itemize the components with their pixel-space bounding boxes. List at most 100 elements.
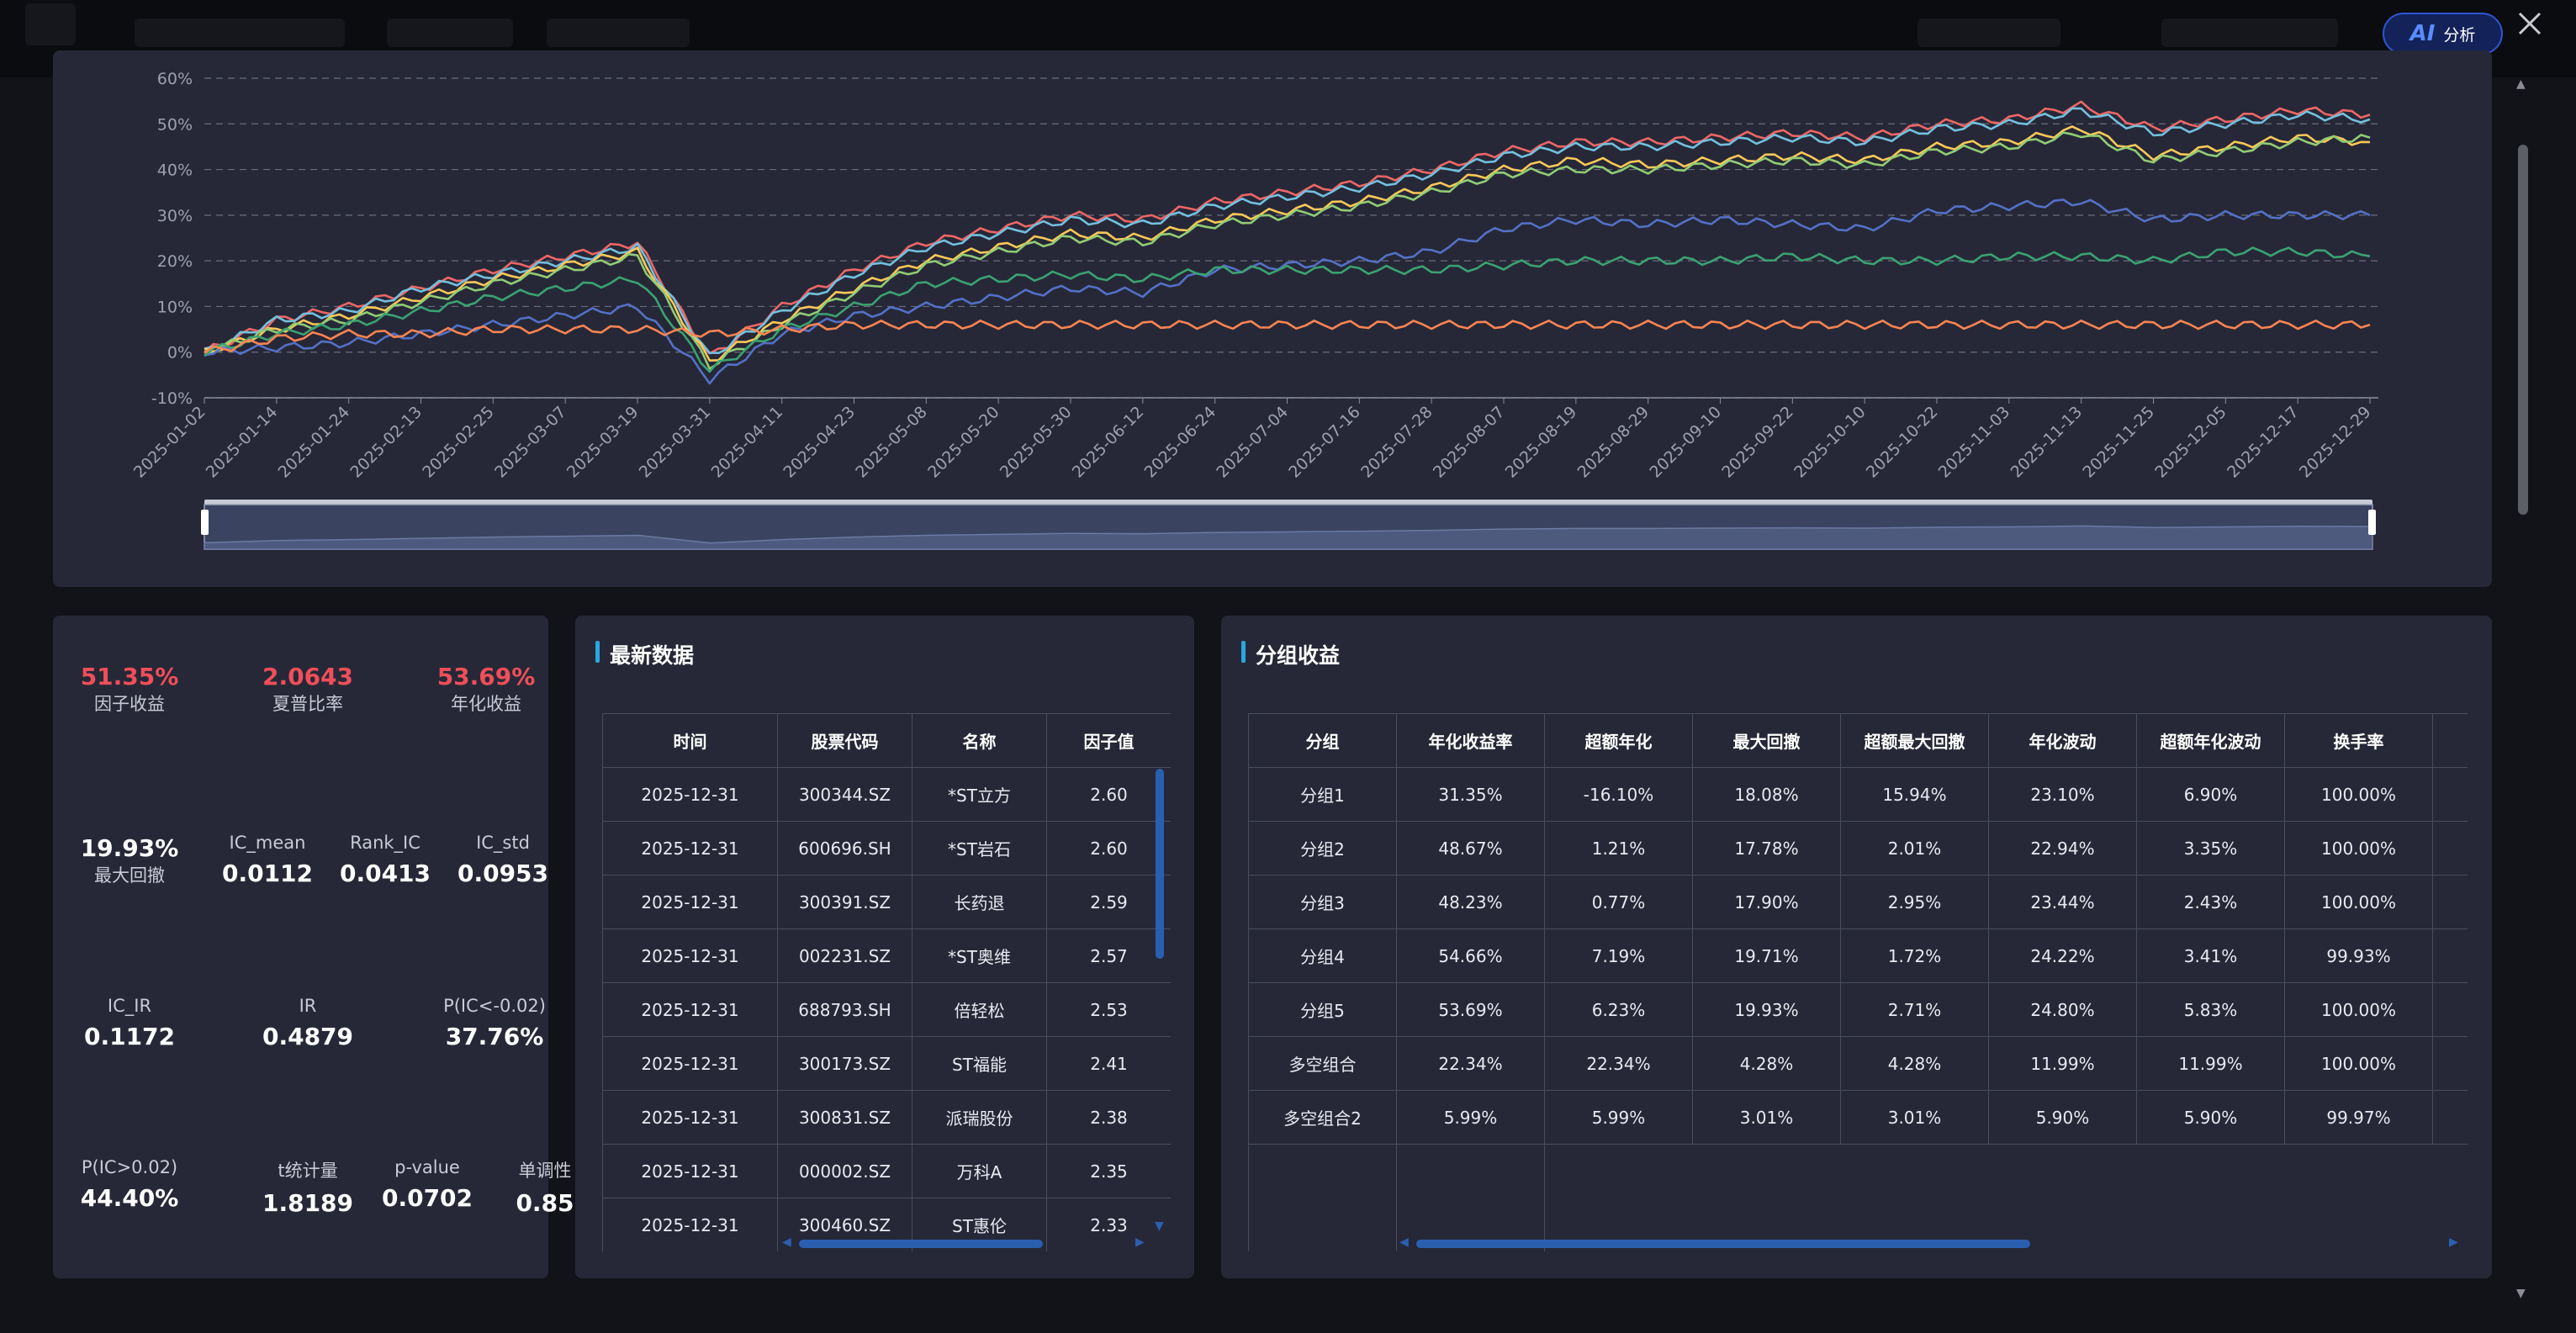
table-row[interactable]: 2025-12-31 300391.SZ 长药退 2.59 — [602, 875, 1171, 929]
table-cell: 2025-12-31 — [602, 928, 778, 983]
group-table-hscroll[interactable] — [1416, 1240, 2030, 1248]
scroll-down-arrow-icon[interactable]: ▼ — [1155, 1219, 1164, 1233]
metric-value: 0.4879 — [262, 1023, 354, 1050]
table-cell: 6.23% — [1544, 982, 1693, 1037]
table-row[interactable]: 2025-12-31 002231.SZ *ST奥维 2.57 — [602, 928, 1171, 983]
table-row[interactable]: 分组4 54.66% 7.19% 19.71% 1.72% 24.22% 3.41% 99.9… — [1248, 928, 2468, 983]
table-row[interactable]: 多空组合 22.34% 22.34% 4.28% 4.28% 11.99% 11.99% 10… — [1248, 1036, 2468, 1091]
x-tick-label: 2025-07-04 — [1213, 403, 1292, 482]
table-cell: 2.71% — [1840, 982, 1989, 1037]
series-line-2 — [204, 125, 2371, 362]
table-cell: 2025-12-31 — [602, 875, 778, 929]
latest-data-panel: 最新数据 时间 股票代码 名称 因子值 2025-12-31 300344.SZ *ST立… — [575, 616, 1194, 1278]
table-cell: 22.34% — [1396, 1036, 1545, 1091]
table-cell: 分组4 — [1248, 928, 1397, 983]
x-tick-label: 2025-01-02 — [130, 403, 209, 482]
scroll-left-arrow-icon[interactable]: ◀ — [782, 1235, 791, 1249]
table-cell: 300344.SZ — [777, 767, 912, 822]
column-header[interactable]: 年化波动 — [1988, 713, 2137, 768]
table-cell: 2.41 — [1046, 1036, 1171, 1091]
x-tick-label: 2025-12-05 — [2151, 403, 2230, 482]
table-cell: 48.67% — [1396, 821, 1545, 875]
column-header[interactable]: 超额最大回撤 — [1840, 713, 1989, 768]
table-cell: 分组1 — [1248, 767, 1397, 822]
y-tick-label: 0% — [167, 344, 193, 362]
column-header[interactable]: 名称 — [912, 713, 1047, 768]
x-tick-label: 2025-03-31 — [636, 403, 715, 482]
table-cell: 万科A — [912, 1144, 1047, 1198]
table-cell: 99.97% — [2284, 1090, 2433, 1145]
ai-analysis-button[interactable]: AI 分析 — [2383, 13, 2503, 55]
table-cell: 长药退 — [912, 875, 1047, 929]
table-cell: 5.99% — [1396, 1090, 1545, 1145]
app-logo — [25, 3, 76, 45]
y-tick-label: 40% — [157, 161, 193, 180]
x-tick-label: 2025-09-10 — [1646, 403, 1725, 482]
table-cell: 2.53 — [1046, 982, 1171, 1037]
table-cell: 2.57 — [1046, 928, 1171, 983]
table-cell: 54.66% — [1396, 928, 1545, 983]
table-row[interactable]: 多空组合2 5.99% 5.99% 3.01% 3.01% 5.90% 5.90% 99.97… — [1248, 1090, 2468, 1145]
latest-table-vscroll[interactable] — [1156, 769, 1164, 959]
y-tick-label: 30% — [157, 207, 193, 225]
metric-value: 51.35% — [80, 663, 179, 690]
column-header[interactable]: 最大回撤 — [1692, 713, 1841, 768]
table-row[interactable]: 2025-12-31 300173.SZ ST福能 2.41 — [602, 1036, 1171, 1091]
table-cell-blank — [2432, 982, 2468, 1037]
page-scrollbar[interactable]: ▲ ▼ — [2516, 77, 2528, 1305]
table-cell: 派瑞股份 — [912, 1090, 1047, 1145]
scroll-right-arrow-icon[interactable]: ▶ — [1135, 1235, 1145, 1249]
ai-badge: AI — [2409, 21, 2436, 46]
metric-12: p-value 0.0702 — [347, 1157, 507, 1212]
table-row[interactable]: 2025-12-31 688793.SH 倍轻松 2.53 — [602, 982, 1171, 1037]
column-header[interactable]: 换手率 — [2284, 713, 2433, 768]
table-cell: 5.83% — [2136, 982, 2285, 1037]
x-tick-label: 2025-12-17 — [2224, 403, 2303, 482]
metrics-panel: 51.35% 因子收益 2.0643 夏普比率 53.69% 年化收益 19.93% 最大回撤… — [53, 616, 574, 1278]
table-row[interactable]: 2025-12-31 000002.SZ 万科A 2.35 — [602, 1144, 1171, 1198]
table-cell: *ST岩石 — [912, 821, 1047, 875]
column-header[interactable]: 股票代码 — [777, 713, 912, 768]
table-cell: 4.28% — [1840, 1036, 1989, 1091]
table-cell: 2025-12-31 — [602, 767, 778, 822]
latest-data-table-wrap[interactable]: 时间 股票代码 名称 因子值 2025-12-31 300344.SZ *ST立方 2.60… — [602, 713, 1171, 1251]
scroll-up-arrow-icon[interactable]: ▲ — [2516, 77, 2526, 91]
column-header[interactable]: 因子值 — [1046, 713, 1171, 768]
x-tick-label: 2025-08-19 — [1502, 403, 1581, 482]
metric-label: 单调性 — [518, 1161, 572, 1181]
x-tick-label: 2025-05-30 — [997, 403, 1076, 482]
table-row[interactable]: 分组5 53.69% 6.23% 19.93% 2.71% 24.80% 5.83% 100.… — [1248, 982, 2468, 1037]
latest-table-hscroll[interactable] — [799, 1240, 1043, 1248]
table-cell: 分组2 — [1248, 821, 1397, 875]
column-header-blank — [2432, 713, 2468, 768]
page-scroll-thumb[interactable] — [2518, 145, 2528, 515]
table-cell: 2.38 — [1046, 1090, 1171, 1145]
series-line-3 — [204, 131, 2371, 370]
table-row[interactable]: 分组2 48.67% 1.21% 17.78% 2.01% 22.94% 3.35% 100.… — [1248, 821, 2468, 875]
table-cell: -16.10% — [1544, 767, 1693, 822]
table-row[interactable]: 分组3 48.23% 0.77% 17.90% 2.95% 23.44% 2.43% 100.… — [1248, 875, 2468, 929]
table-cell: 5.99% — [1544, 1090, 1693, 1145]
metric-label: IR — [299, 996, 317, 1016]
close-icon[interactable] — [2513, 7, 2547, 40]
table-cell: 5.90% — [1988, 1090, 2137, 1145]
scroll-right-arrow-icon[interactable]: ▶ — [2449, 1235, 2458, 1249]
table-cell: 1.21% — [1544, 821, 1693, 875]
table-row[interactable]: 分组1 31.35% -16.10% 18.08% 15.94% 23.10% 6.90% 1… — [1248, 767, 2468, 822]
scroll-left-arrow-icon[interactable]: ◀ — [1399, 1235, 1409, 1249]
scroll-down-arrow-icon[interactable]: ▼ — [2516, 1287, 2526, 1300]
metric-value: 19.93% — [80, 834, 179, 862]
column-header[interactable]: 分组 — [1248, 713, 1397, 768]
column-header[interactable]: 超额年化波动 — [2136, 713, 2285, 768]
group-table-wrap[interactable]: 分组 年化收益率 超额年化 最大回撤 超额最大回撤 年化波动 超额年化波动 换手率 分组1 31… — [1248, 713, 2468, 1251]
column-header[interactable]: 年化收益率 — [1396, 713, 1545, 768]
table-row-empty — [1248, 1144, 2468, 1251]
table-cell: 3.01% — [1840, 1090, 1989, 1145]
table-row[interactable]: 2025-12-31 300344.SZ *ST立方 2.60 — [602, 767, 1171, 822]
table-cell: 100.00% — [2284, 767, 2433, 822]
table-row[interactable]: 2025-12-31 300831.SZ 派瑞股份 2.38 — [602, 1090, 1171, 1145]
column-header[interactable]: 超额年化 — [1544, 713, 1693, 768]
table-row[interactable]: 2025-12-31 600696.SH *ST岩石 2.60 — [602, 821, 1171, 875]
table-cell: ST福能 — [912, 1036, 1047, 1091]
column-header[interactable]: 时间 — [602, 713, 778, 768]
